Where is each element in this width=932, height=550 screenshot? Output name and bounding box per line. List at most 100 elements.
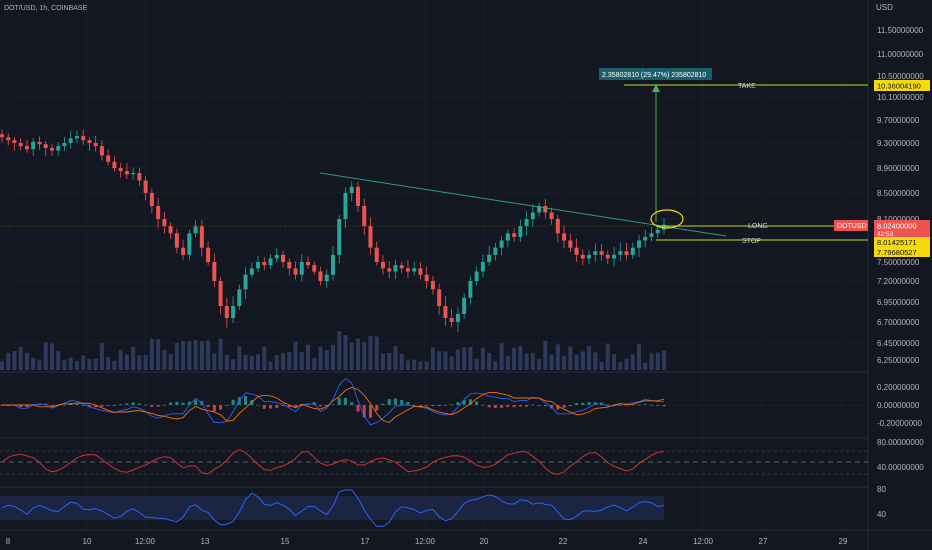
price-axis[interactable]: 11.50000000 11.00000000 10.50000000 10.1000… (877, 26, 924, 519)
candle-body (131, 173, 136, 175)
macd-histogram-bar (87, 405, 91, 408)
volume-bar (524, 353, 529, 370)
macd-histogram-bar (518, 405, 522, 407)
volume-bar (480, 347, 485, 370)
stoch-tick: 80.00000000 (877, 438, 924, 447)
candle-body (99, 146, 104, 156)
macd-histogram-bar (543, 405, 547, 407)
candle-body (343, 193, 348, 219)
volume-bar (174, 342, 179, 370)
volume-bar (593, 352, 598, 370)
time-tick: 22 (559, 537, 568, 546)
volume-bar (624, 358, 629, 370)
macd-histogram-bar (137, 403, 141, 405)
candle-body (118, 168, 123, 172)
macd-histogram-bar (456, 402, 460, 405)
macd-histogram-bar (481, 404, 485, 406)
volume-bar (587, 345, 592, 370)
macd-histogram-bar (112, 405, 116, 406)
volume-bar (612, 354, 617, 370)
volume-bar (505, 355, 510, 370)
candle-body (580, 254, 585, 259)
macd-histogram-bar (475, 401, 479, 405)
macd-histogram-bar (262, 405, 266, 409)
macd-histogram-bar (162, 404, 166, 406)
macd-histogram-bar (194, 400, 198, 405)
candle-body (449, 318, 454, 322)
candle-body (380, 262, 385, 269)
target-label-box[interactable] (599, 68, 712, 80)
candle-body (6, 137, 11, 141)
candle-body (468, 281, 473, 298)
macd-tick: -0.20000000 (877, 419, 922, 428)
price-tick: 6.95000000 (877, 298, 920, 307)
volume-bar (0, 361, 4, 370)
price-tick: 11.50000000 (877, 26, 924, 35)
candle-body (362, 206, 367, 227)
volume-bar (68, 357, 73, 370)
macd-histogram-bar (62, 404, 66, 406)
volume-bar (112, 360, 117, 370)
volume-bar (512, 347, 517, 370)
volume-bar (81, 355, 86, 370)
time-tick: 12:00 (415, 537, 436, 546)
macd-histogram-bar (568, 405, 572, 407)
take-price: 10.36004190 (877, 82, 921, 91)
macd-histogram-bar (19, 405, 23, 407)
volume-bar (118, 349, 123, 370)
candle-body (206, 247, 211, 262)
candle-body (349, 186, 354, 193)
volume-bar (237, 346, 242, 370)
volume-bar (518, 346, 523, 370)
candle-body (199, 226, 204, 248)
volume-bar (555, 344, 560, 370)
stop-price-a: 8.01425171 (877, 238, 917, 247)
time-axis[interactable]: 8 10 12:00 13 15 17 12:00 20 22 24 12:00 27 29 (6, 537, 848, 546)
candle-body (562, 233, 567, 241)
current-price-badge (874, 220, 930, 231)
candle-body (249, 268, 254, 275)
candle-body (574, 247, 579, 255)
volume-bar (324, 350, 329, 370)
macd-histogram-bar (562, 405, 566, 408)
volume-bar (87, 358, 92, 370)
candle-body (287, 262, 292, 269)
candle-body (218, 281, 223, 306)
macd-histogram-bar (25, 405, 29, 407)
candle-body (156, 206, 161, 219)
volume-bar (430, 347, 435, 370)
candle-body (43, 144, 48, 148)
price-tick: 11.00000000 (877, 50, 924, 59)
candle-body (480, 262, 485, 272)
candle-body (605, 254, 610, 259)
volume-bar (449, 356, 454, 370)
candle-body (437, 289, 442, 306)
volume-bar (31, 357, 36, 370)
symbol-info[interactable]: DOT/USD, 1h, COINBASE (4, 5, 88, 12)
volume-bar (562, 355, 567, 370)
macd-histogram-bar (319, 405, 323, 407)
volume-bar (537, 359, 542, 370)
macd-histogram-bar (106, 405, 110, 406)
time-tick: 10 (83, 537, 92, 546)
macd-histogram-bar (244, 396, 248, 405)
candle-body (93, 143, 98, 147)
candle-body (37, 141, 42, 145)
candle-body (649, 233, 654, 237)
price-tick: 10.50000000 (877, 72, 924, 81)
candle-body (624, 251, 629, 255)
take-price-badge (874, 80, 930, 91)
macd-histogram-bar (443, 405, 447, 406)
candle-body (512, 233, 517, 237)
stoch-tick: 40.00000000 (877, 463, 924, 472)
volume-bar (549, 354, 554, 370)
macd-histogram-bar (375, 405, 379, 411)
macd-histogram-bar (219, 405, 223, 410)
volume-bar (12, 351, 17, 370)
volume-bar (56, 351, 61, 370)
macd-histogram-bar (437, 405, 441, 407)
highlight-ellipse[interactable] (650, 209, 684, 229)
candle-body (355, 186, 360, 206)
stop-price-b: 7.79680527 (877, 248, 917, 257)
